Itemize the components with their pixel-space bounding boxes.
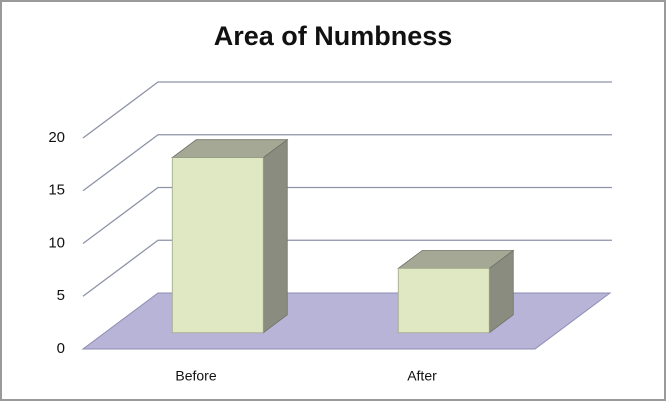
x-tick-label: After — [407, 368, 437, 384]
grid-line — [82, 134, 612, 192]
y-tick-label: 5 — [57, 287, 65, 304]
bar — [171, 157, 264, 334]
bar — [397, 268, 490, 334]
x-tick-label: Before — [175, 368, 216, 384]
y-tick-label: 10 — [48, 234, 65, 251]
y-tick-label: 15 — [48, 182, 65, 199]
y-tick-label: 20 — [48, 129, 65, 146]
grid-line — [82, 239, 612, 297]
grid-line — [82, 186, 612, 245]
bar-side — [262, 138, 288, 334]
chart-title: Area of Numbness — [214, 21, 453, 51]
grid-line — [82, 81, 612, 139]
floor — [81, 292, 612, 350]
y-tick-label: 0 — [57, 340, 65, 357]
plot-area: 0 5 10 15 20 Before After — [48, 81, 612, 384]
